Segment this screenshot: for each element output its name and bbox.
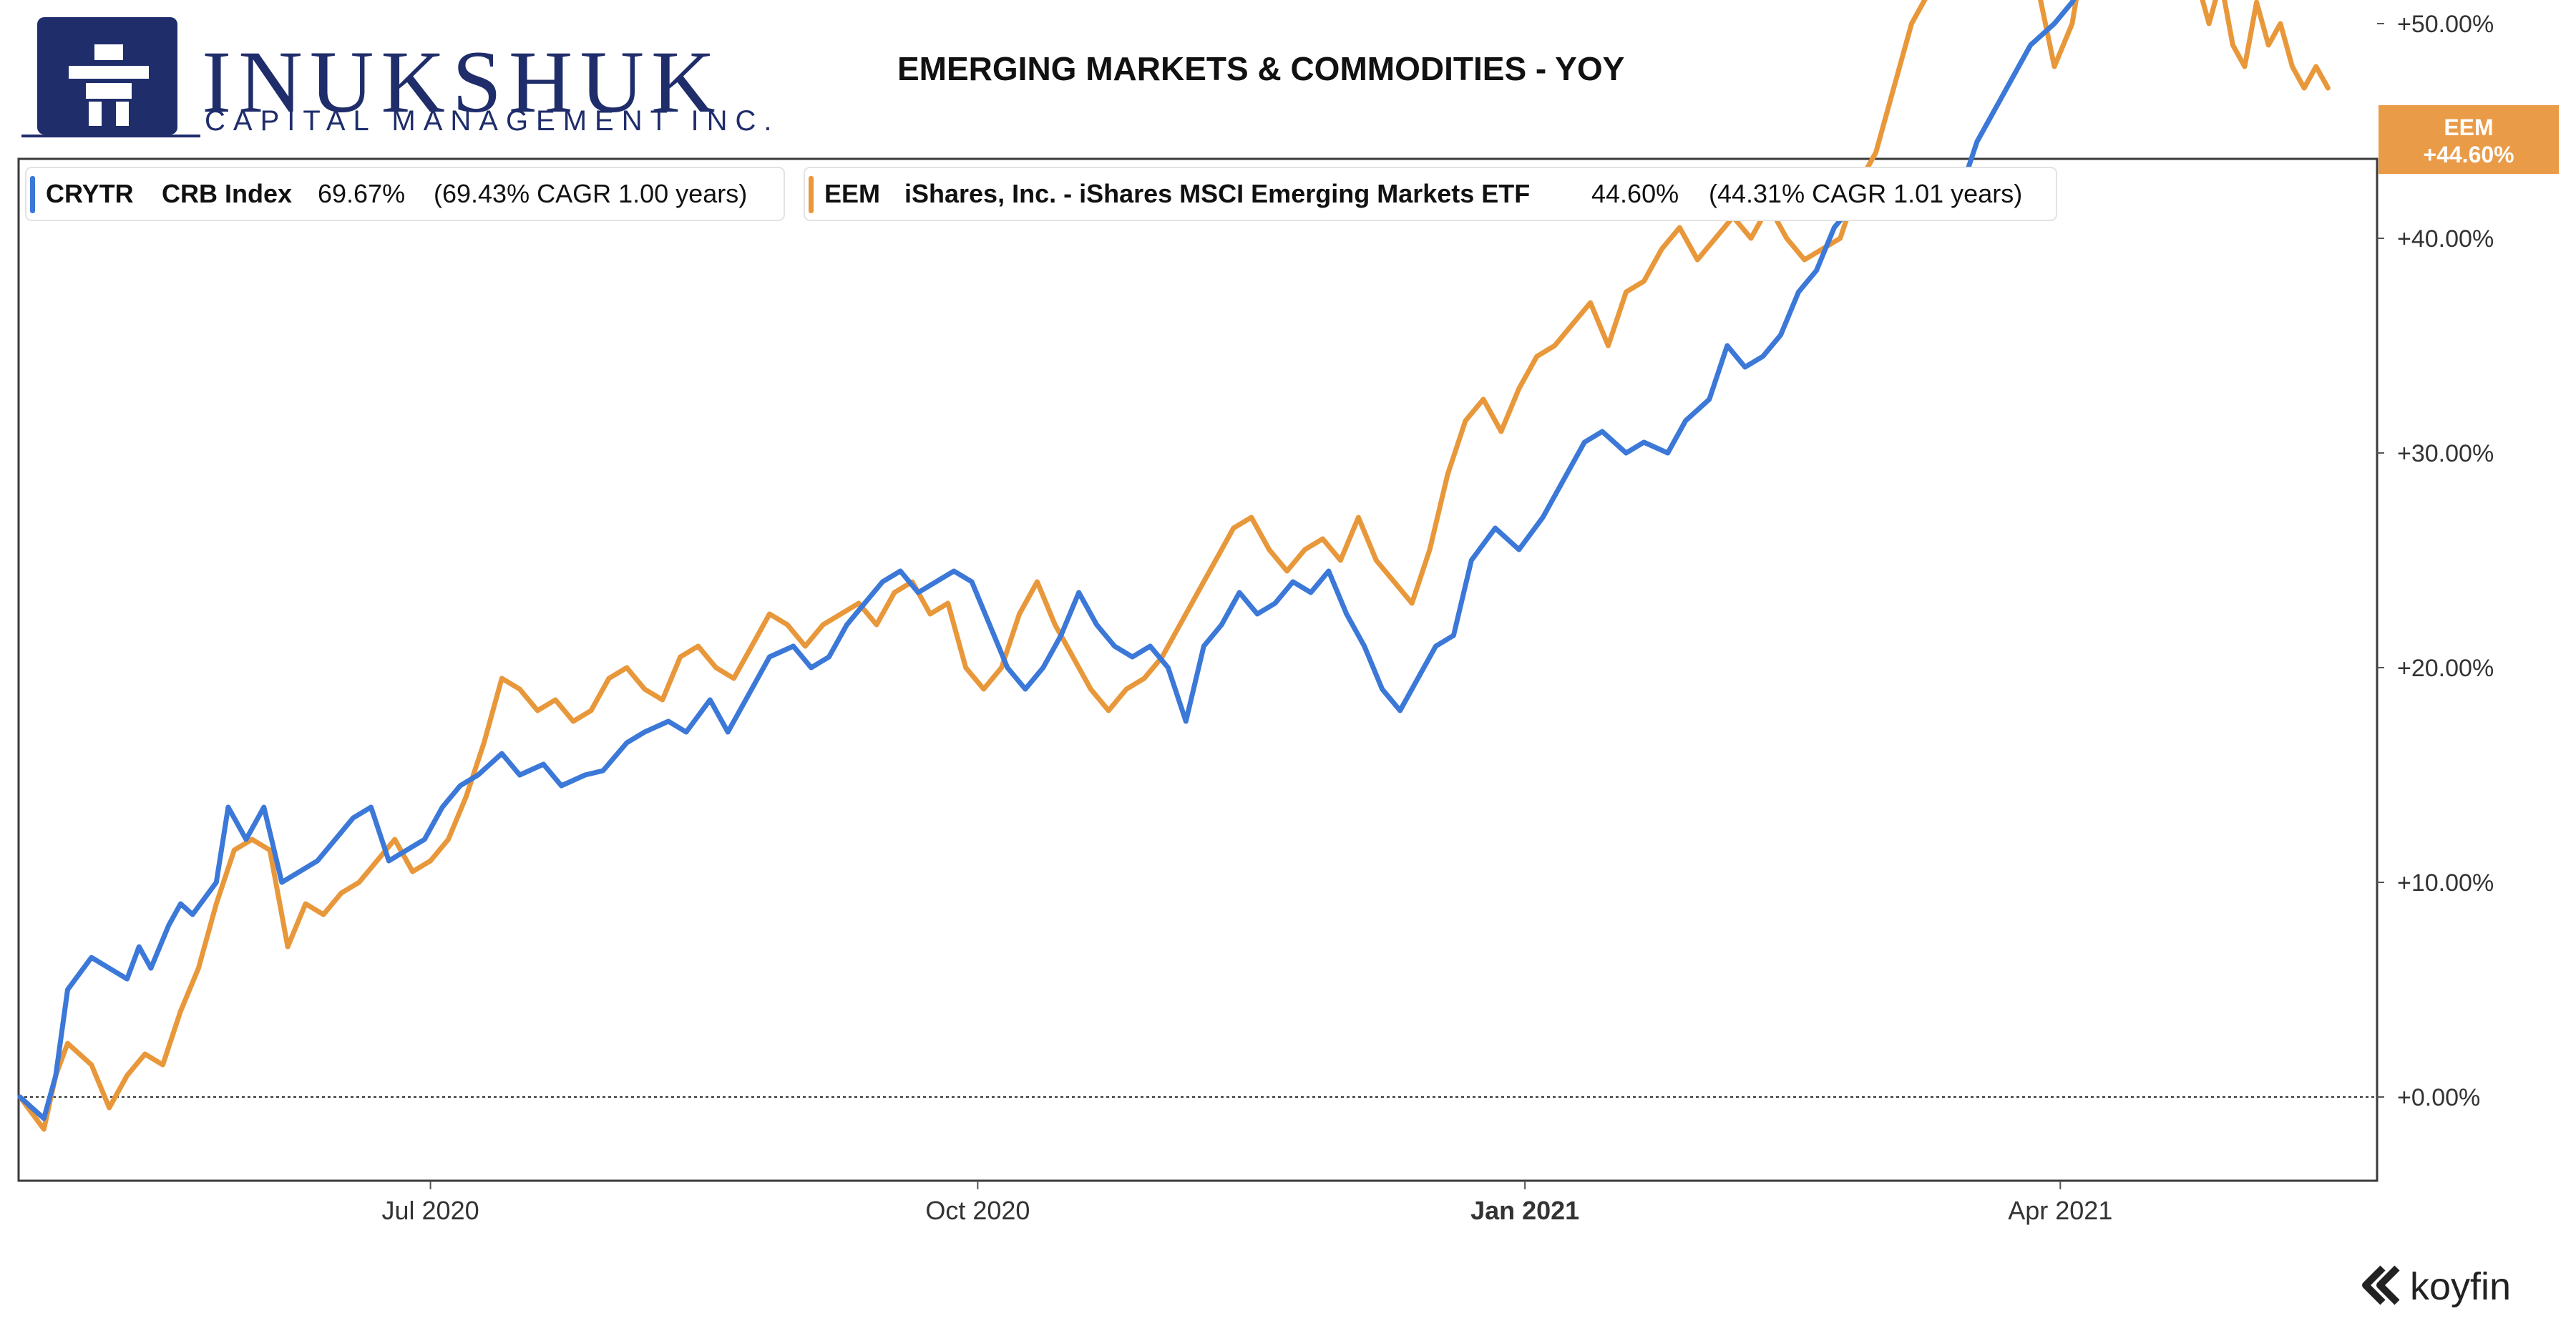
legend: CRYTR CRB Index 69.67% (69.43% CAGR 1.00… xyxy=(25,167,2057,221)
end-tag-box xyxy=(2379,105,2559,174)
y-tick-label: +0.00% xyxy=(2397,1084,2480,1111)
koyfin-watermark: koyfin xyxy=(2362,1265,2511,1308)
x-tick-label: Jul 2020 xyxy=(382,1196,479,1225)
end-tag-eem: EEM+44.60% xyxy=(2379,105,2559,174)
legend-ticker: EEM xyxy=(824,179,880,208)
end-tag-value: +44.60% xyxy=(2423,142,2514,167)
brand-subtitle: CAPITAL MANAGEMENT INC. xyxy=(205,105,779,137)
brand-name: INUKSHUK xyxy=(202,33,723,131)
inukshuk-icon xyxy=(69,44,149,126)
legend-ticker: CRYTR xyxy=(46,179,134,208)
y-axis: +0.00% +10.00% +20.00% +30.00% +40.00% +50.00… xyxy=(2377,11,2494,1111)
legend-swatch xyxy=(30,176,35,213)
y-tick-label: +40.00% xyxy=(2397,225,2494,253)
legend-cagr: (69.43% CAGR 1.00 years) xyxy=(434,179,747,208)
series-line-crytr[interactable] xyxy=(17,0,2293,1121)
series-line-eem[interactable] xyxy=(17,0,2331,1132)
legend-return: 69.67% xyxy=(318,179,405,208)
logo: INUKSHUK CAPITAL MANAGEMENT INC. xyxy=(21,17,779,137)
end-value-tags: CRYTR+69.67%EEM+44.60% xyxy=(2379,105,2559,174)
legend-box xyxy=(25,167,785,221)
koyfin-text: koyfin xyxy=(2410,1265,2511,1308)
chart-title: EMERGING MARKETS & COMMODITIES - YOY xyxy=(897,50,1624,87)
legend-name: iShares, Inc. - iShares MSCI Emerging Ma… xyxy=(904,179,1530,208)
koyfin-icon xyxy=(2362,1265,2400,1305)
legend-item-eem[interactable]: EEM iShares, Inc. - iShares MSCI Emergin… xyxy=(804,167,2057,221)
legend-item-crytr[interactable]: CRYTR CRB Index 69.67% (69.43% CAGR 1.00… xyxy=(25,167,785,221)
x-tick-label: Oct 2020 xyxy=(925,1196,1030,1225)
x-tick-label: Jan 2021 xyxy=(1470,1196,1579,1225)
legend-name: CRB Index xyxy=(162,179,292,208)
series-layer xyxy=(17,0,2331,1132)
legend-swatch xyxy=(809,176,814,213)
x-axis: Jul 2020 Oct 2020 Jan 2021 Apr 2021 xyxy=(382,1181,2112,1225)
y-tick-label: +10.00% xyxy=(2397,869,2494,897)
y-tick-label: +30.00% xyxy=(2397,440,2494,467)
legend-cagr: (44.31% CAGR 1.01 years) xyxy=(1709,179,2022,208)
y-tick-label: +20.00% xyxy=(2397,655,2494,682)
legend-return: 44.60% xyxy=(1591,179,1679,208)
end-tag-ticker: EEM xyxy=(2444,114,2493,140)
x-tick-label: Apr 2021 xyxy=(2008,1196,2112,1225)
legend-box xyxy=(804,167,2057,221)
y-tick-label: +50.00% xyxy=(2397,11,2494,38)
plot-frame xyxy=(17,157,2379,1182)
